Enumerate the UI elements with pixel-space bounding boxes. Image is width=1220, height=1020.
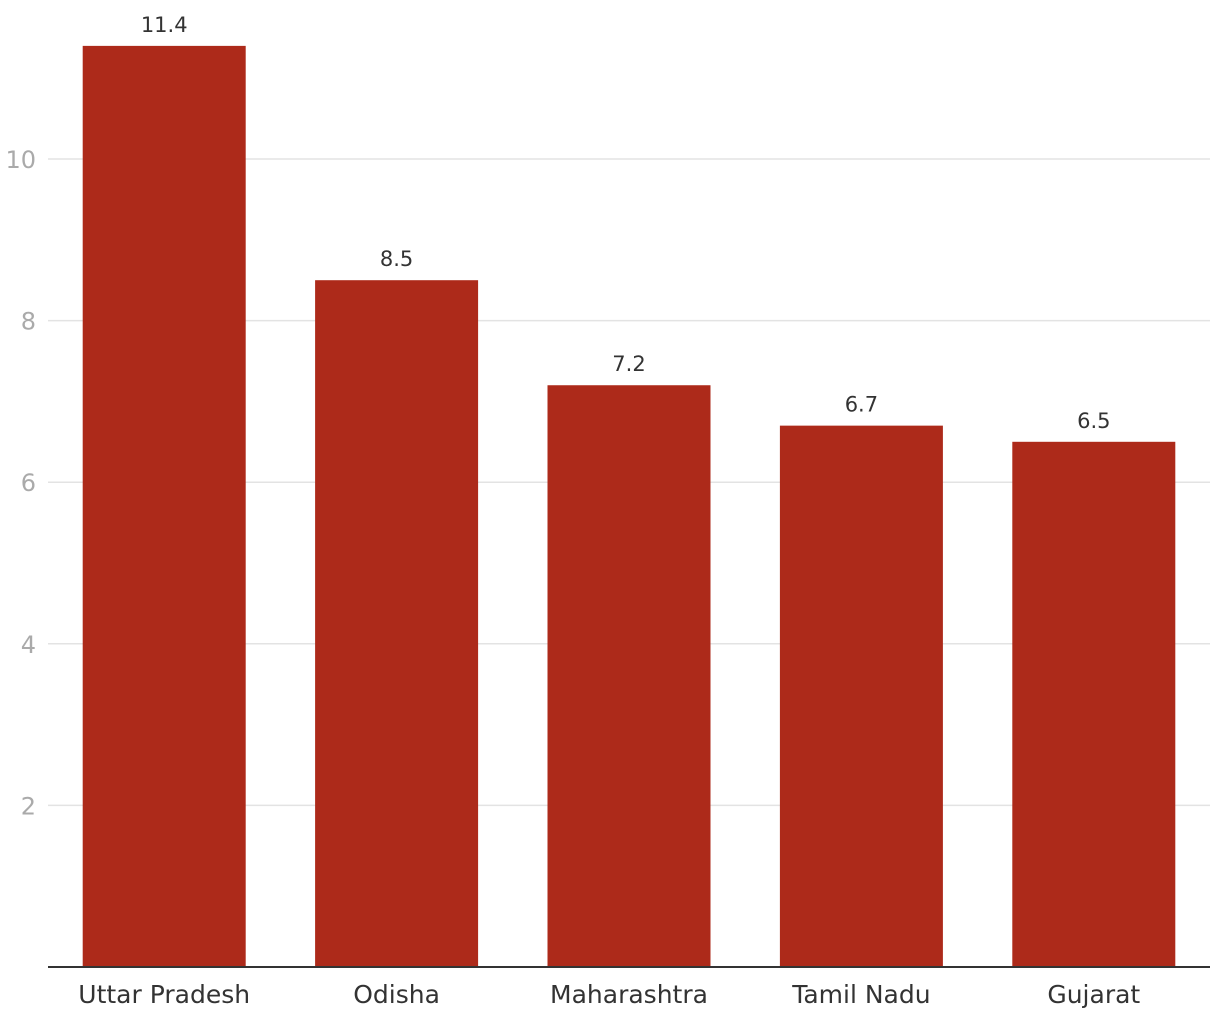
bar bbox=[1012, 441, 1176, 967]
x-tick-label: Odisha bbox=[353, 980, 440, 1009]
x-axis-categories: Uttar Pradesh Odisha Maharashtra Tamil Nadu… bbox=[78, 980, 1140, 1009]
bar bbox=[779, 425, 943, 967]
y-tick-label: 8 bbox=[21, 308, 36, 336]
y-tick-label: 6 bbox=[21, 469, 36, 497]
bar-value-label: 6.7 bbox=[845, 393, 878, 417]
bar-value-label: 7.2 bbox=[612, 352, 645, 376]
bar bbox=[315, 280, 479, 967]
y-tick-label: 2 bbox=[21, 792, 36, 820]
y-tick-label: 10 bbox=[5, 146, 36, 174]
bar-value-label: 11.4 bbox=[141, 13, 188, 37]
x-tick-label: Tamil Nadu bbox=[791, 980, 930, 1009]
bar bbox=[82, 45, 246, 967]
x-tick-label: Gujarat bbox=[1047, 980, 1140, 1009]
y-axis-ticks: 2 4 6 8 10 bbox=[5, 146, 36, 820]
bar bbox=[547, 385, 711, 967]
x-tick-label: Uttar Pradesh bbox=[78, 980, 250, 1009]
bar-value-label: 6.5 bbox=[1077, 409, 1110, 433]
data-labels: 11.4 8.5 7.2 6.7 6.5 bbox=[141, 13, 1111, 433]
bar-value-label: 8.5 bbox=[380, 247, 413, 271]
y-tick-label: 4 bbox=[21, 631, 36, 659]
x-tick-label: Maharashtra bbox=[550, 980, 708, 1009]
bars bbox=[82, 45, 1176, 967]
